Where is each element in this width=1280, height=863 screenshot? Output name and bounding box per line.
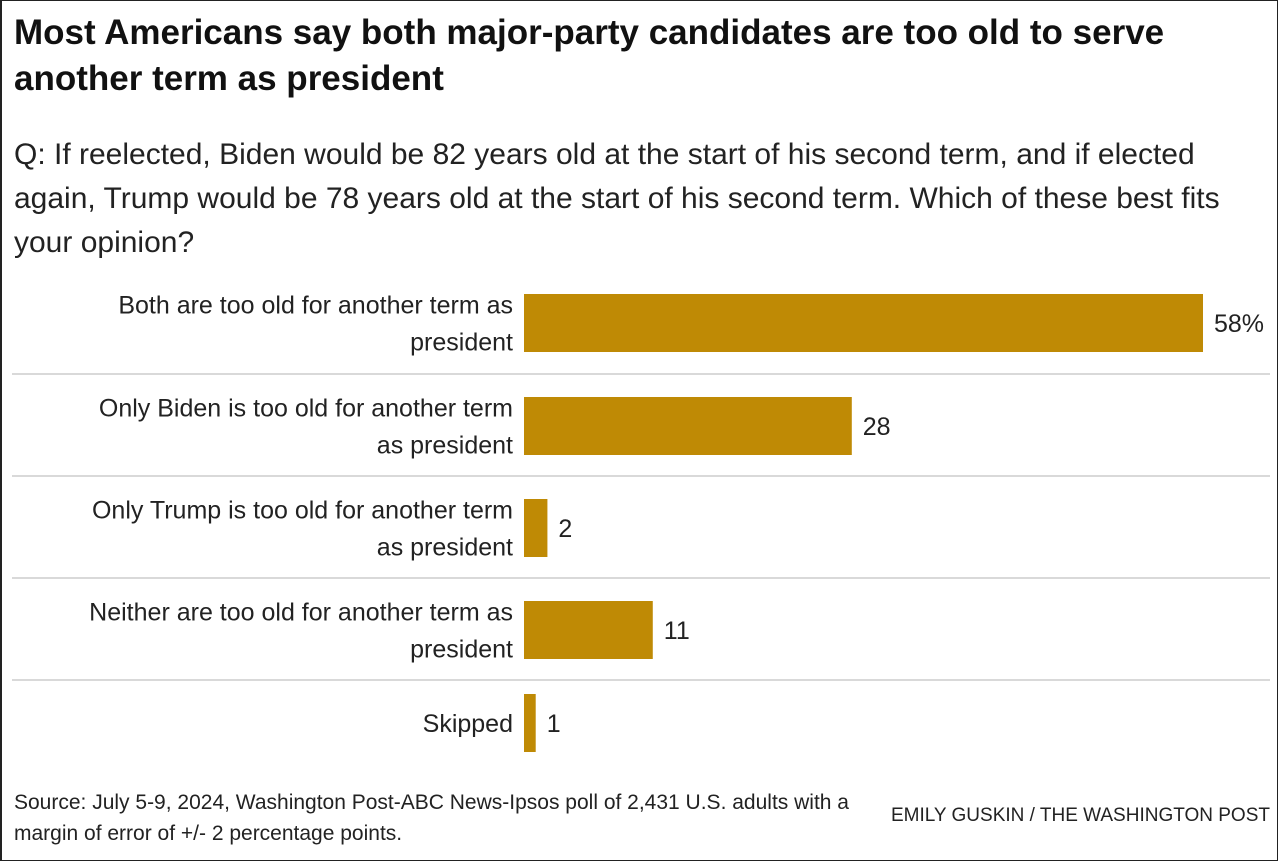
value-label-3: 11 <box>664 617 690 645</box>
credit-line: EMILY GUSKIN / THE WASHINGTON POST <box>890 805 1270 826</box>
bar-0 <box>524 294 1203 352</box>
bar-chart: Both are too old for another term as pres… <box>12 292 1270 752</box>
value-label-0: 58% <box>1214 310 1264 338</box>
category-label-line: president <box>410 636 513 664</box>
category-label-line: president <box>410 329 513 357</box>
bar-3 <box>524 601 653 659</box>
category-label-line: Skipped <box>423 710 513 738</box>
category-label-0: Both are too old for another term as pres… <box>118 292 513 357</box>
bar-2 <box>524 499 548 557</box>
category-label-line: Only Trump is too old for another term <box>92 497 513 525</box>
value-label-2: 2 <box>558 515 572 543</box>
category-label-line: Both are too old for another term as <box>118 292 513 320</box>
category-label-line: as president <box>377 432 513 460</box>
category-label-line: as president <box>377 534 513 562</box>
chart-title: Most Americans say both major-party cand… <box>14 13 1165 98</box>
category-label-line: Neither are too old for another term as <box>89 599 513 627</box>
value-label-1: 28 <box>863 413 891 441</box>
bar-4 <box>524 694 536 752</box>
category-label-3: Neither are too old for another term as p… <box>89 599 513 664</box>
category-label-4: Skipped <box>423 710 513 738</box>
bar-1 <box>524 397 852 455</box>
category-label-1: Only Biden is too old for another term as… <box>99 395 513 460</box>
category-label-2: Only Trump is too old for another term as… <box>92 497 513 562</box>
chart-subtitle: Q: If reelected, Biden would be 82 years… <box>14 138 1220 259</box>
value-label-4: 1 <box>547 710 561 738</box>
category-label-line: Only Biden is too old for another term <box>99 395 513 423</box>
source-note: Source: July 5-9, 2024, Washington Post-… <box>14 791 849 845</box>
